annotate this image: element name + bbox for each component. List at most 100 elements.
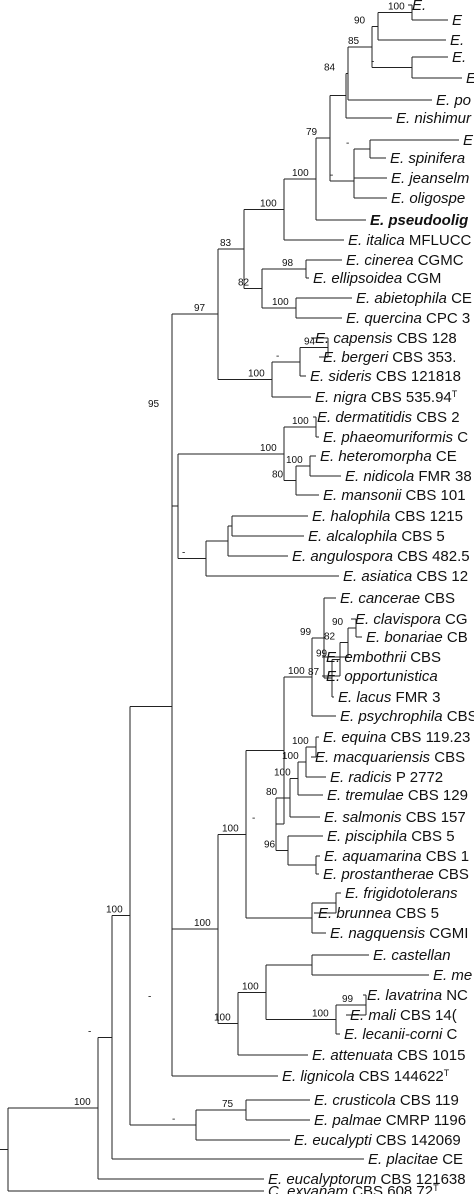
taxon-label: E. mansonii CBS 101 (323, 487, 466, 504)
support-value: 100 (222, 823, 239, 834)
taxon-label: E. lignicola CBS 144622T (282, 1068, 450, 1085)
support-value: 83 (220, 238, 232, 249)
support-value: - (172, 1114, 175, 1125)
support-value: 97 (194, 303, 206, 314)
taxon-label: E. radicis P 2772 (330, 769, 443, 786)
taxon-label: E. asiatica CBS 12 (343, 568, 468, 585)
taxon-label: E. capensis CBS 128 (315, 330, 457, 347)
support-value: - (88, 1026, 91, 1037)
taxon-label: E. mali CBS 14( (350, 1007, 457, 1024)
taxon-label: E. pseudoolig (370, 212, 468, 229)
support-value: 87 (308, 667, 320, 678)
taxon-label: E. po (436, 92, 471, 109)
support-value: - (371, 57, 374, 68)
support-value: 99 (316, 648, 328, 659)
support-value: 75 (222, 1099, 234, 1110)
taxon-label: E. macquariensis CBS (315, 749, 465, 766)
support-value: 100 (388, 2, 405, 13)
support-values: 10090-8584--7910010098100828394-10097100… (74, 2, 405, 1126)
support-value: - (330, 170, 333, 181)
taxon-label: E. embothrii CBS (326, 649, 441, 666)
support-value: 100 (214, 1013, 231, 1024)
taxon-label: E. phaeomuriformis C (323, 429, 468, 446)
taxon-label: E. dermatitidis CBS 2 (317, 409, 460, 426)
taxon-label: E. attenuata CBS 1015 (312, 1047, 465, 1064)
support-value: 100 (106, 905, 123, 916)
taxon-label: E. lecanii-corni C (344, 1026, 458, 1043)
support-value: - (148, 991, 151, 1002)
taxon-label: E. nidicola FMR 38 (345, 468, 472, 485)
taxon-label: E. nigra CBS 535.94T (315, 389, 458, 406)
taxon-label: E. me (433, 967, 472, 984)
taxon-label: E. (466, 70, 474, 87)
taxon-label: E. frigidotolerans (345, 885, 458, 902)
taxon-label: E. cinerea CGMC (346, 252, 464, 269)
support-value: 85 (348, 36, 360, 47)
support-value: 100 (312, 1009, 329, 1020)
tree-branches (0, 4, 462, 1192)
taxon-label: E. bonariae CB (366, 629, 468, 646)
taxon-label: E. placitae CE (368, 1151, 463, 1168)
support-value: 84 (324, 62, 336, 73)
taxon-label: E. eucalypti CBS 142069 (294, 1132, 461, 1149)
support-value: 100 (286, 455, 303, 466)
support-value: 100 (260, 199, 277, 210)
support-value: 82 (324, 632, 336, 643)
support-value: 100 (292, 416, 309, 427)
taxon-label: E. cancerae CBS (340, 590, 455, 607)
taxon-label: E. brunnea CBS 5 (318, 905, 439, 922)
taxon-label: E. aquamarina CBS 1 (324, 848, 469, 865)
taxon-label: E. opportunistica (326, 668, 438, 685)
taxon-label: C. exyanam CBS 608.72T (268, 1183, 439, 1194)
support-value: 95 (148, 399, 160, 410)
support-value: 79 (306, 127, 318, 138)
taxon-label: E (463, 132, 474, 149)
taxon-label: E. oligospe (391, 190, 465, 207)
support-value: 99 (300, 627, 312, 638)
support-value: - (182, 548, 185, 559)
support-value: 100 (260, 443, 277, 454)
support-value: 100 (194, 918, 211, 929)
taxon-label: E. pisciphila CBS 5 (327, 828, 455, 845)
support-value: 100 (292, 736, 309, 747)
taxon-label: E. alcalophila CBS 5 (308, 528, 445, 545)
support-value: 94 (304, 337, 316, 348)
taxon-label: E. lacus FMR 3 (338, 689, 441, 706)
taxon-label: E. tremulae CBS 129 (327, 787, 468, 804)
taxon-label: E. salmonis CBS 157 (324, 809, 466, 826)
taxon-label: E. halophila CBS 1215 (312, 508, 463, 525)
support-value: - (252, 813, 255, 824)
support-value: 98 (282, 258, 294, 269)
support-value: 100 (282, 751, 299, 762)
taxon-label: E. castellan (373, 947, 451, 964)
taxon-label: E. bergeri CBS 353. (323, 349, 456, 366)
support-value: 100 (248, 368, 265, 379)
support-value: 100 (242, 981, 259, 992)
taxon-label: E. eucalyptorum CBS 121638 (268, 1171, 466, 1188)
support-value: 100 (74, 1097, 91, 1108)
taxon-label: E. (452, 49, 466, 66)
taxon-label: E. equina CBS 119.23 (323, 729, 470, 746)
support-value: 99 (342, 994, 354, 1005)
support-value: 96 (264, 840, 276, 851)
taxon-label: E. jeanselm (391, 170, 469, 187)
taxon-label: E. quercina CPC 3 (346, 310, 470, 327)
taxon-label: E. psychrophila CBS (340, 708, 474, 725)
taxon-label: E. abietophila CE (356, 290, 472, 307)
support-value: 82 (238, 278, 250, 289)
taxon-label: E. italica MFLUCC (348, 232, 472, 249)
taxon-label: E (452, 12, 463, 29)
support-value: - (346, 138, 349, 149)
support-value: 100 (292, 168, 309, 179)
support-value: 90 (332, 617, 344, 628)
support-value: 100 (272, 297, 289, 308)
taxon-label: E. prostantherae CBS (323, 866, 469, 883)
taxon-label: E. sideris CBS 121818 (310, 368, 461, 385)
support-value: 100 (274, 768, 291, 779)
taxon-label: E. (450, 32, 464, 49)
taxon-label: E. nagquensis CGMI (330, 925, 468, 942)
support-value: 80 (272, 470, 284, 481)
taxon-label: E. (412, 0, 426, 14)
